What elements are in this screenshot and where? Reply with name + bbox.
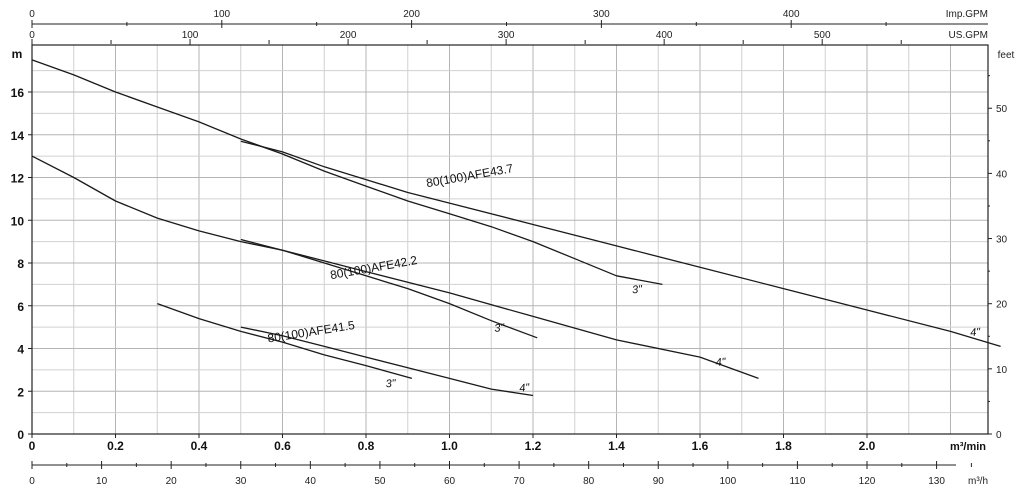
curve-AFE42.2-4 <box>240 238 759 380</box>
y-tick-label: 6 <box>17 300 24 314</box>
impgpm-tick-label: 100 <box>213 9 230 20</box>
axes: 0 0.2 0.4 0.6 0.8 1.0 1.2 1.4 1.6 1.8 2.0 m³/min 0 10… <box>11 9 1015 487</box>
feet-tick-label: 30 <box>996 235 1008 246</box>
impgpm-tick-label: 0 <box>29 9 35 20</box>
y-tick-label: 10 <box>11 214 25 228</box>
y-tick-label: 16 <box>11 86 25 100</box>
m3h-tick-label: 10 <box>96 476 108 487</box>
y-tick-label: 12 <box>11 172 25 186</box>
y-tick-label: 14 <box>11 129 25 143</box>
y-tick-label: 0 <box>17 428 24 442</box>
m3h-tick-label: 130 <box>928 476 945 487</box>
m3h-tick-label: 110 <box>789 476 805 487</box>
curve-AFE43.7-3 <box>31 59 663 286</box>
x-tick-label: 1.4 <box>608 439 625 453</box>
size-label: 4" <box>970 326 982 339</box>
y-axis-unit-feet: feet <box>998 50 1015 61</box>
m3h-tick-label: 120 <box>859 476 876 487</box>
feet-tick-label: 40 <box>996 169 1008 180</box>
x-tick-label: 0.8 <box>358 439 375 453</box>
x-axis-unit-m3h: m³/h <box>968 476 988 487</box>
x-axis-unit-usgpm: US.GPM <box>949 30 988 41</box>
grid <box>32 45 988 434</box>
usgpm-tick-label: 0 <box>29 30 35 41</box>
usgpm-tick-label: 200 <box>340 30 357 41</box>
y-tick-label: 2 <box>17 385 24 399</box>
impgpm-tick-label: 300 <box>593 9 610 20</box>
x-axis-unit-impgpm: Imp.GPM <box>946 9 988 20</box>
usgpm-tick-label: 100 <box>182 30 199 41</box>
m3h-tick-label: 50 <box>374 476 386 487</box>
usgpm-tick-label: 500 <box>814 30 831 41</box>
m3h-tick-label: 40 <box>305 476 317 487</box>
usgpm-tick-label: 300 <box>498 30 515 41</box>
m3h-tick-label: 60 <box>444 476 456 487</box>
m3h-tick-label: 90 <box>653 476 665 487</box>
y-tick-label: 8 <box>17 257 24 271</box>
feet-tick-label: 0 <box>996 430 1002 441</box>
impgpm-tick-label: 400 <box>783 9 800 20</box>
m3h-tick-label: 20 <box>166 476 178 487</box>
performance-curves <box>31 59 1001 397</box>
size-label: 3" <box>385 377 397 390</box>
curve-AFE41.5-3 <box>157 302 413 380</box>
x-tick-label: 0.4 <box>191 439 208 453</box>
y-tick-label: 4 <box>17 343 24 357</box>
y-axis-unit-m: m <box>12 47 23 61</box>
x-tick-label: 1.8 <box>775 439 792 453</box>
feet-tick-label: 20 <box>996 300 1008 311</box>
model-label: 80(100)AFE41.5 <box>267 318 356 346</box>
size-label: 3" <box>494 322 506 335</box>
x-tick-label: 1.0 <box>441 439 458 453</box>
curve-AFE43.7-4 <box>240 140 1001 348</box>
m3h-tick-label: 100 <box>719 476 736 487</box>
usgpm-tick-label: 400 <box>656 30 673 41</box>
size-label: 4" <box>519 382 531 395</box>
x-axis-unit-m3min: m³/min <box>950 441 986 453</box>
impgpm-tick-label: 200 <box>403 9 420 20</box>
m3h-tick-label: 70 <box>514 476 526 487</box>
x-tick-label: 1.6 <box>692 439 709 453</box>
x-tick-label: 0.6 <box>274 439 291 453</box>
size-label: 3" <box>632 283 644 296</box>
x-tick-label: 0 <box>29 439 36 453</box>
feet-tick-label: 10 <box>996 365 1008 376</box>
x-tick-label: 2.0 <box>859 439 876 453</box>
x-tick-label: 1.2 <box>525 439 542 453</box>
m3h-tick-label: 30 <box>235 476 247 487</box>
model-label: 80(100)AFE43.7 <box>425 161 514 190</box>
m3h-tick-label: 0 <box>29 476 35 487</box>
x-tick-label: 0.2 <box>107 439 124 453</box>
size-label: 4" <box>715 356 727 369</box>
plot-frame <box>31 44 989 435</box>
m3h-tick-label: 80 <box>583 476 595 487</box>
curve-AFE41.5-4 <box>240 326 534 397</box>
feet-tick-label: 50 <box>996 104 1008 115</box>
